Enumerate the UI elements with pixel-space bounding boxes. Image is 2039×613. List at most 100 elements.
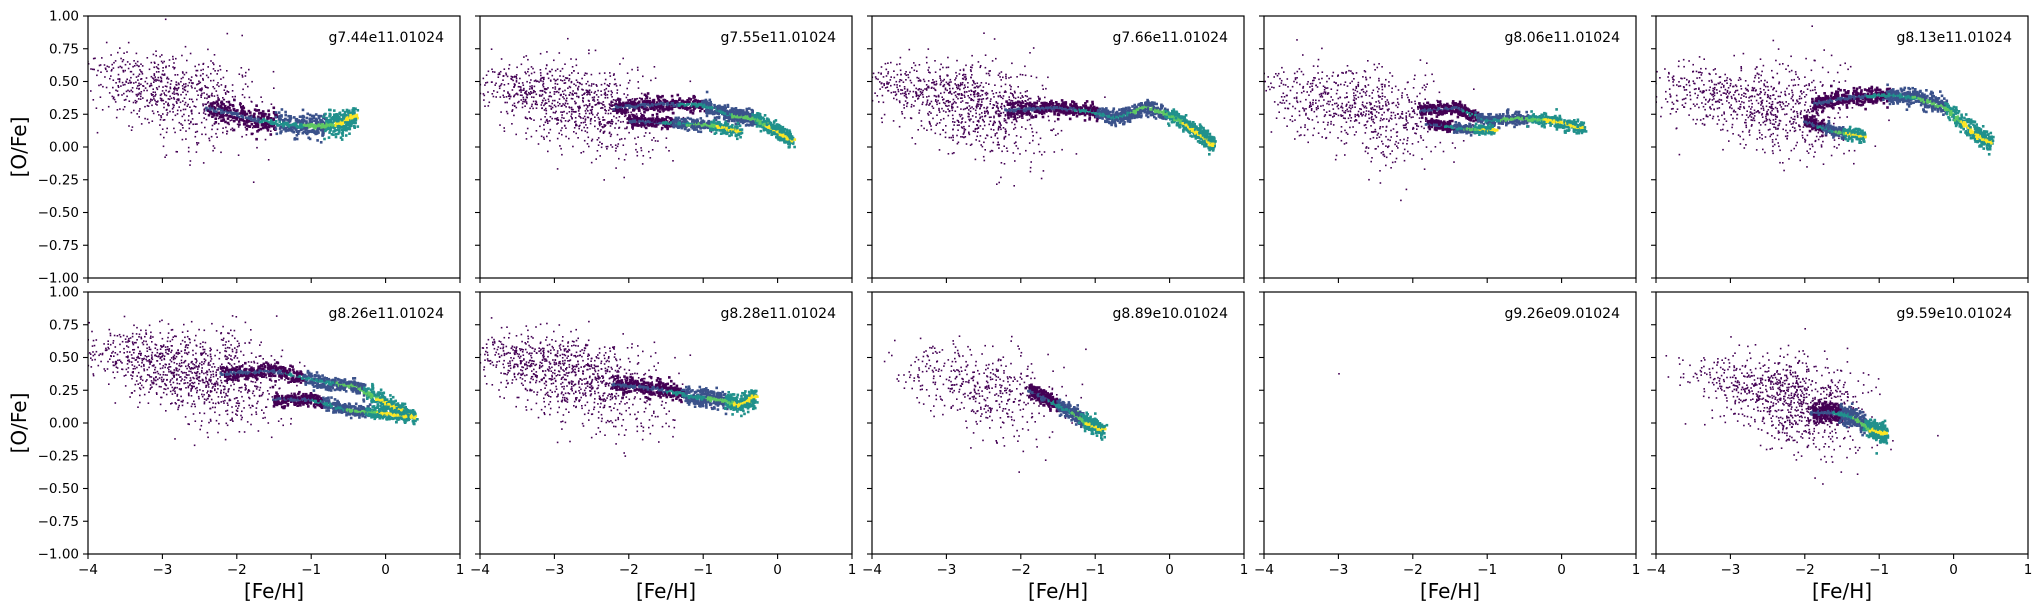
scatter-point <box>952 139 954 141</box>
scatter-point <box>907 76 910 79</box>
scatter-point <box>931 105 934 108</box>
branch-cell <box>680 117 683 121</box>
branch-cell <box>280 108 284 111</box>
scatter-point <box>554 88 557 90</box>
scatter-point <box>605 110 607 112</box>
scatter-point <box>1040 177 1043 180</box>
scatter-point <box>121 60 124 63</box>
branch-cell <box>761 116 765 120</box>
branch-cell <box>264 113 267 116</box>
scatter-point <box>610 90 613 92</box>
scatter-point <box>952 98 955 101</box>
scatter-point <box>186 90 189 93</box>
scatter-point <box>182 76 184 79</box>
scatter-point <box>191 98 193 101</box>
branch-cell <box>277 117 281 121</box>
scatter-point <box>163 103 165 105</box>
scatter-point <box>564 77 567 79</box>
scatter-point <box>651 139 653 141</box>
scatter-point <box>543 97 545 100</box>
scatter-point <box>506 112 509 115</box>
scatter-point <box>580 117 582 119</box>
scatter-point <box>985 91 988 94</box>
scatter-point <box>492 71 494 73</box>
branch-cell <box>302 130 306 134</box>
scatter-point <box>606 148 608 150</box>
scatter-point <box>128 125 130 127</box>
scatter-point <box>154 99 156 102</box>
scatter-point <box>551 106 554 109</box>
scatter-point <box>92 99 95 101</box>
scatter-point <box>610 101 612 103</box>
scatter-point <box>883 113 886 116</box>
scatter-point <box>213 95 216 97</box>
scatter-point <box>1010 76 1012 78</box>
branch-cell <box>317 127 320 130</box>
scatter-point <box>135 76 138 78</box>
scatter-point <box>877 78 879 81</box>
scatter-point <box>984 149 986 151</box>
scatter-point <box>176 74 179 76</box>
scatter-point <box>960 126 963 128</box>
branch-cell <box>281 118 285 122</box>
scatter-point <box>556 83 559 85</box>
branch-cell <box>655 112 659 116</box>
branch-cell <box>660 120 664 123</box>
branch-cell <box>245 121 249 124</box>
scatter-point <box>1000 128 1002 131</box>
scatter-point <box>1022 107 1024 109</box>
scatter-point <box>525 132 527 134</box>
scatter-point <box>872 72 875 75</box>
branch-cell <box>724 109 727 113</box>
scatter-point <box>880 72 882 75</box>
branch-cell <box>636 124 639 127</box>
scatter-point <box>520 88 522 90</box>
scatter-point <box>131 126 134 128</box>
scatter-point <box>197 94 199 96</box>
scatter-point <box>115 116 118 119</box>
scatter-point <box>511 104 514 107</box>
scatter-point <box>1024 128 1027 130</box>
scatter-point <box>601 102 603 105</box>
scatter-point <box>998 147 1000 149</box>
scatter-point <box>979 125 982 127</box>
branch-cell <box>291 126 295 129</box>
scatter-point <box>132 101 135 104</box>
scatter-point <box>525 90 528 92</box>
scatter-point <box>593 96 596 98</box>
scatter-point <box>538 81 540 83</box>
scatter-point <box>182 108 185 111</box>
scatter-point <box>900 79 903 82</box>
scatter-point <box>181 138 184 141</box>
scatter-point <box>926 99 929 101</box>
scatter-point <box>989 100 992 102</box>
scatter-point <box>161 90 164 92</box>
scatter-point <box>545 109 548 112</box>
scatter-point <box>582 101 584 103</box>
scatter-point <box>898 125 901 128</box>
scatter-point <box>958 93 961 95</box>
scatter-point <box>964 96 966 98</box>
scatter-point <box>239 102 241 104</box>
scatter-point <box>988 83 990 85</box>
scatter-point <box>945 81 948 84</box>
branch-cell <box>624 108 627 112</box>
scatter-point <box>942 84 945 87</box>
scatter-point <box>625 114 627 117</box>
scatter-point <box>160 77 163 80</box>
branch-cell <box>666 127 669 131</box>
branch-cell <box>751 113 754 116</box>
scatter-point <box>582 89 584 91</box>
scatter-point <box>541 76 544 79</box>
branch-cell <box>241 119 244 122</box>
scatter-point <box>936 122 939 125</box>
scatter-point <box>188 78 190 80</box>
branch-cell <box>713 103 716 107</box>
scatter-point <box>962 78 965 80</box>
scatter-point <box>898 80 901 83</box>
scatter-point <box>979 84 982 87</box>
scatter-point <box>531 86 533 89</box>
scatter-point <box>945 125 947 127</box>
scatter-point <box>117 93 120 96</box>
scatter-point <box>191 112 193 115</box>
